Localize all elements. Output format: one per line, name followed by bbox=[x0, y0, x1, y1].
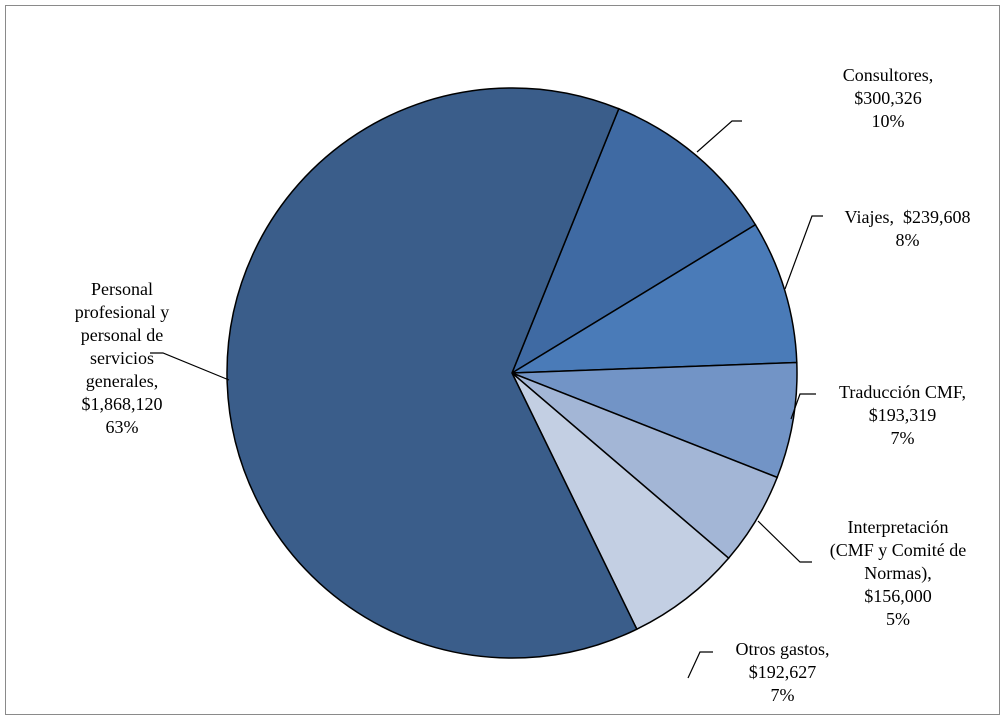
slice-label-line: 7% bbox=[890, 428, 915, 448]
slice-label-line: Otros gastos, bbox=[735, 639, 830, 659]
slice-label-line: $300,326 bbox=[854, 88, 922, 108]
slice-label-line: 63% bbox=[105, 417, 139, 437]
slice-label-line: $1,868,120 bbox=[81, 394, 163, 414]
slice-label-1: Viajes, $239,608 8% bbox=[805, 206, 1007, 252]
slice-label-line: servicios bbox=[90, 348, 154, 368]
slice-label-line: personal de bbox=[80, 325, 164, 345]
slice-label-3: Interpretación (CMF y Comité de Normas), $1… bbox=[808, 516, 988, 631]
slice-label-line: $192,627 bbox=[748, 662, 817, 682]
leader-line-3 bbox=[757, 520, 812, 563]
slice-label-2: Traducción CMF, $193,319 7% bbox=[815, 381, 990, 450]
pie-slice-2 bbox=[511, 361, 798, 479]
slice-label-line: $156,000 bbox=[864, 586, 932, 606]
leader-line-0 bbox=[696, 120, 742, 153]
leader-line-1 bbox=[784, 215, 823, 290]
slice-label-line: Viajes, $239,608 bbox=[844, 207, 971, 227]
slice-label-line: Personal bbox=[91, 279, 153, 299]
slice-label-line: Traducción CMF, bbox=[839, 382, 966, 402]
pie-slice-0 bbox=[510, 107, 757, 375]
slice-label-0: Consultores, $300,326 10% bbox=[798, 64, 978, 133]
slice-label-4: Otros gastos, $192,627 7% bbox=[710, 638, 855, 707]
pie-slice-4 bbox=[511, 372, 730, 631]
slice-label-line: (CMF y Comité de bbox=[829, 540, 967, 560]
slice-label-line: 8% bbox=[895, 230, 920, 250]
slice-label-line: 10% bbox=[871, 111, 905, 131]
leader-line-2 bbox=[790, 393, 816, 420]
slice-label-line: 5% bbox=[886, 609, 910, 629]
slice-label-line: Normas), bbox=[864, 563, 932, 583]
pie-slice-1 bbox=[509, 223, 798, 374]
slice-label-5: Personal profesional y personal de servicio… bbox=[22, 278, 222, 439]
slice-label-line: generales, bbox=[85, 371, 159, 391]
slice-label-line: Consultores, bbox=[842, 65, 934, 85]
slice-label-line: profesional y bbox=[74, 302, 170, 322]
slice-label-line: $193,319 bbox=[868, 405, 937, 425]
pie-slice-5 bbox=[226, 87, 638, 659]
leader-line-5 bbox=[150, 352, 230, 381]
leader-line-4 bbox=[687, 651, 713, 679]
slice-label-line: 7% bbox=[770, 685, 795, 705]
slice-label-line: Interpretación bbox=[847, 517, 949, 537]
